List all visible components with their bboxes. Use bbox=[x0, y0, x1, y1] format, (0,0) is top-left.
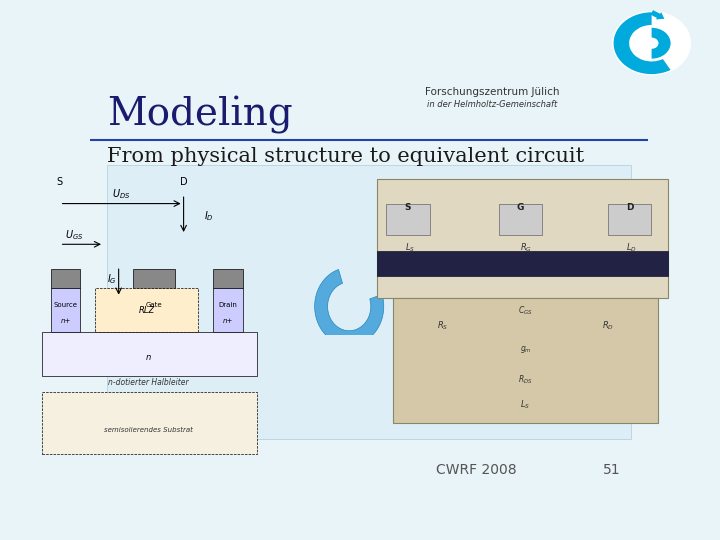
Text: n-dotierter Halbleiter: n-dotierter Halbleiter bbox=[108, 378, 189, 387]
FancyBboxPatch shape bbox=[499, 204, 542, 235]
Text: $U_{GS}$: $U_{GS}$ bbox=[65, 228, 84, 242]
Text: $I_G$: $I_G$ bbox=[107, 272, 117, 286]
FancyBboxPatch shape bbox=[133, 269, 175, 288]
Text: n: n bbox=[145, 353, 150, 362]
FancyBboxPatch shape bbox=[377, 179, 668, 298]
FancyBboxPatch shape bbox=[387, 204, 430, 235]
Text: RLZ: RLZ bbox=[138, 306, 155, 315]
Text: $U_{DS}$: $U_{DS}$ bbox=[112, 187, 131, 201]
FancyBboxPatch shape bbox=[95, 288, 199, 332]
Text: n+: n+ bbox=[60, 318, 71, 323]
Text: From physical structure to equivalent circuit: From physical structure to equivalent ci… bbox=[107, 147, 584, 166]
Text: S: S bbox=[405, 203, 411, 212]
Text: Drain: Drain bbox=[218, 302, 238, 308]
Text: $I_D$: $I_D$ bbox=[204, 209, 214, 223]
FancyBboxPatch shape bbox=[42, 392, 258, 454]
FancyBboxPatch shape bbox=[107, 165, 631, 439]
Text: Source: Source bbox=[53, 302, 78, 308]
Text: CWRF 2008: CWRF 2008 bbox=[436, 463, 516, 477]
Text: 51: 51 bbox=[603, 463, 621, 477]
Text: $g_m$: $g_m$ bbox=[520, 344, 531, 355]
Polygon shape bbox=[315, 269, 384, 345]
FancyBboxPatch shape bbox=[213, 288, 243, 332]
Text: $R_D$: $R_D$ bbox=[603, 320, 614, 332]
FancyBboxPatch shape bbox=[50, 288, 81, 332]
Text: G: G bbox=[517, 203, 524, 212]
FancyArrow shape bbox=[650, 10, 665, 19]
Text: Modeling: Modeling bbox=[107, 96, 292, 134]
FancyBboxPatch shape bbox=[42, 332, 258, 376]
Text: $R_S$: $R_S$ bbox=[437, 320, 449, 332]
Text: $L_S$: $L_S$ bbox=[521, 398, 531, 410]
FancyBboxPatch shape bbox=[608, 204, 652, 235]
Text: D: D bbox=[180, 177, 187, 187]
Text: Forschungszentrum Jülich: Forschungszentrum Jülich bbox=[425, 87, 559, 97]
Text: Gate: Gate bbox=[145, 302, 163, 308]
Text: S: S bbox=[57, 177, 63, 187]
Text: semisolierendes Substrat: semisolierendes Substrat bbox=[104, 427, 193, 433]
Text: D: D bbox=[626, 203, 634, 212]
Text: $C_{GS}$: $C_{GS}$ bbox=[518, 304, 533, 316]
FancyBboxPatch shape bbox=[213, 269, 243, 288]
Text: $R_G$: $R_G$ bbox=[520, 241, 531, 254]
FancyBboxPatch shape bbox=[50, 269, 81, 288]
Text: $L_D$: $L_D$ bbox=[626, 241, 637, 254]
Wedge shape bbox=[613, 12, 670, 74]
Text: in der Helmholtz-Gemeinschaft: in der Helmholtz-Gemeinschaft bbox=[427, 100, 557, 109]
Wedge shape bbox=[652, 28, 670, 59]
Text: $L_S$: $L_S$ bbox=[405, 241, 415, 254]
FancyBboxPatch shape bbox=[377, 251, 668, 275]
Circle shape bbox=[613, 11, 690, 75]
FancyBboxPatch shape bbox=[393, 298, 658, 423]
Text: n+: n+ bbox=[222, 318, 233, 323]
Text: $R_{DS}$: $R_{DS}$ bbox=[518, 373, 533, 386]
